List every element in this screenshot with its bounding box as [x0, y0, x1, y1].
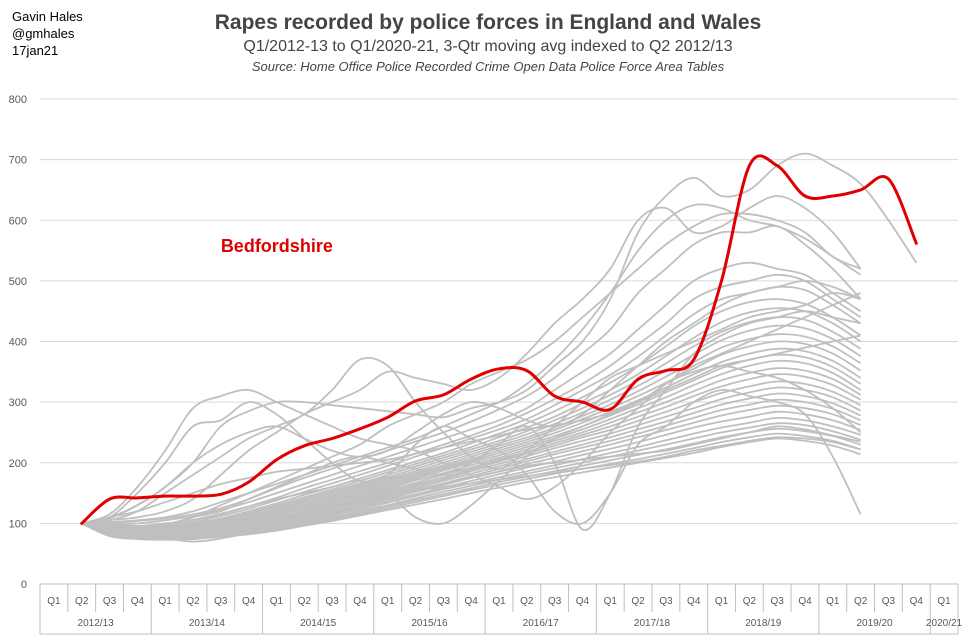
x-tick-label: Q3 [437, 596, 451, 607]
chart-title: Rapes recorded by police forces in Engla… [214, 11, 762, 34]
series-label-highlight: Bedfordshire [221, 236, 333, 256]
y-tick-label: 100 [9, 518, 27, 530]
series-line-other [81, 261, 862, 526]
series-line-other [81, 307, 862, 531]
x-year-label: 2014/15 [300, 618, 337, 629]
series-line-other [81, 310, 861, 531]
author-block: Gavin Hales @gmhales 17jan21 [12, 8, 83, 59]
y-tick-label: 400 [9, 337, 27, 349]
x-tick-label: Q2 [743, 596, 757, 607]
x-year-label: 2018/19 [745, 618, 782, 629]
series-line-other [81, 195, 862, 525]
series-line-other [81, 212, 861, 531]
y-tick-label: 200 [9, 458, 27, 470]
chart-subtitle: Q1/2012-13 to Q1/2020-21, 3-Qtr moving a… [243, 38, 733, 55]
series-line-other [81, 436, 861, 536]
x-tick-label: Q1 [715, 596, 729, 607]
x-year-label: 2016/17 [523, 618, 560, 629]
series-line-other [81, 298, 862, 530]
x-tick-label: Q1 [47, 596, 61, 607]
x-tick-label: Q2 [298, 596, 312, 607]
series-line-other [81, 333, 862, 533]
series-line-other [81, 203, 862, 525]
x-tick-label: Q2 [520, 596, 534, 607]
x-tick-label: Q3 [771, 596, 785, 607]
x-year-label: 2017/18 [634, 618, 671, 629]
x-tick-label: Q3 [548, 596, 562, 607]
y-tick-label: 300 [9, 397, 27, 409]
series-line-other [81, 437, 861, 541]
x-tick-label: Q3 [325, 596, 339, 607]
x-tick-label: Q3 [659, 596, 673, 607]
x-tick-label: Q1 [492, 596, 506, 607]
y-tick-label: 800 [9, 94, 27, 106]
author-handle: @gmhales [12, 26, 75, 41]
series-line-other [81, 292, 861, 525]
x-year-label: 2015/16 [411, 618, 448, 629]
x-tick-label: Q2 [186, 596, 200, 607]
series-line-other [81, 280, 861, 525]
series-line-other [81, 388, 862, 525]
x-tick-label: Q2 [854, 596, 868, 607]
chart-titles: Rapes recorded by police forces in Engla… [0, 10, 976, 75]
y-tick-label: 700 [9, 155, 27, 167]
series-line-other [81, 324, 862, 532]
author-name: Gavin Hales [12, 9, 83, 24]
x-tick-label: Q3 [882, 596, 896, 607]
x-tick-label: Q1 [604, 596, 618, 607]
series-line-other [81, 364, 862, 525]
x-year-label: 2013/14 [189, 618, 226, 629]
x-tick-label: Q4 [910, 596, 924, 607]
x-tick-label: Q4 [465, 596, 479, 607]
x-tick-label: Q2 [409, 596, 423, 607]
y-tick-label: 0 [21, 579, 27, 591]
series-line-other [81, 334, 861, 527]
x-tick-label: Q2 [75, 596, 89, 607]
x-tick-label: Q4 [687, 596, 701, 607]
y-tick-label: 600 [9, 215, 27, 227]
y-tick-label: 500 [9, 276, 27, 288]
author-date: 17jan21 [12, 43, 59, 58]
x-tick-label: Q2 [631, 596, 645, 607]
chart-source: Source: Home Office Police Recorded Crim… [251, 59, 725, 74]
x-tick-label: Q4 [131, 596, 145, 607]
series-line-other [81, 316, 862, 531]
x-tick-label: Q4 [798, 596, 812, 607]
series-line-other [81, 386, 861, 537]
x-tick-label: Q1 [159, 596, 173, 607]
x-tick-label: Q3 [103, 596, 117, 607]
x-tick-label: Q1 [937, 596, 951, 607]
x-tick-label: Q4 [576, 596, 590, 607]
series-line-other [81, 225, 862, 525]
x-tick-label: Q4 [353, 596, 367, 607]
x-tick-label: Q1 [270, 596, 284, 607]
x-year-label: 2020/21 [926, 618, 963, 629]
x-tick-label: Q4 [242, 596, 256, 607]
x-tick-label: Q3 [214, 596, 228, 607]
x-tick-label: Q1 [826, 596, 840, 607]
x-year-label: 2012/13 [78, 618, 115, 629]
series-line-other [81, 425, 861, 543]
series-line-highlight [80, 154, 918, 525]
series-line-other [81, 292, 861, 525]
x-year-label: 2019/20 [856, 618, 893, 629]
series-line-other [81, 347, 862, 534]
x-tick-label: Q1 [381, 596, 395, 607]
